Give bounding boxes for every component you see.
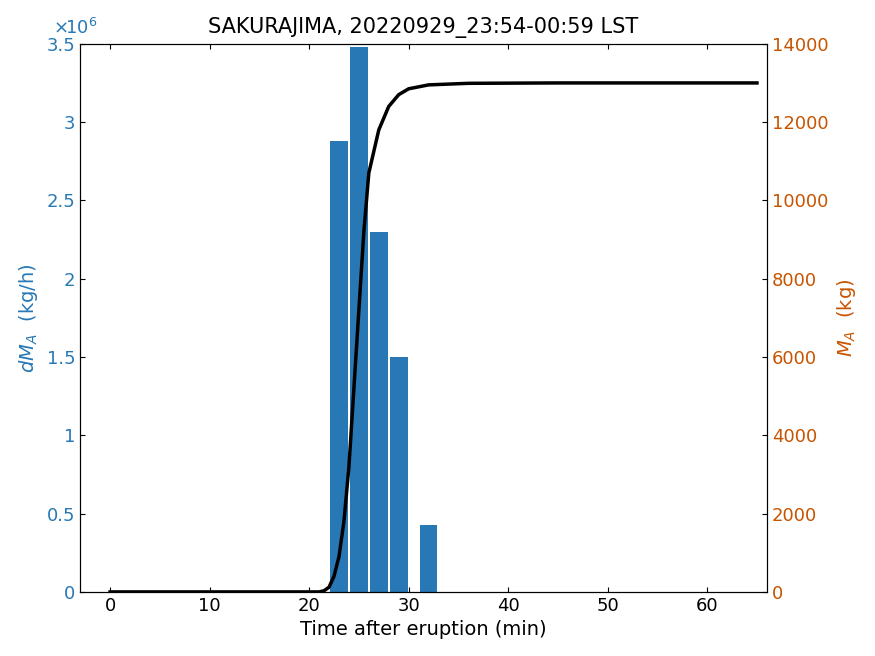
Bar	[370, 232, 388, 592]
Bar	[350, 47, 367, 592]
Bar	[389, 357, 408, 592]
Y-axis label: $M_A$  (kg): $M_A$ (kg)	[836, 279, 858, 357]
Title: SAKURAJIMA, 20220929_23:54-00:59 LST: SAKURAJIMA, 20220929_23:54-00:59 LST	[208, 16, 639, 37]
Bar	[330, 141, 348, 592]
X-axis label: Time after eruption (min): Time after eruption (min)	[300, 621, 547, 640]
Text: $\times\!10^6$: $\times\!10^6$	[52, 18, 97, 38]
Y-axis label: $dM_A$  (kg/h): $dM_A$ (kg/h)	[17, 263, 39, 373]
Bar	[420, 525, 438, 592]
